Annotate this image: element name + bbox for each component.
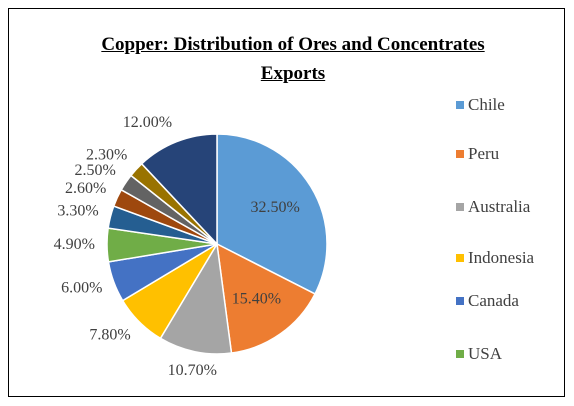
data-label: 10.70%: [168, 362, 217, 379]
legend-swatch: [456, 203, 464, 211]
chart-title: Copper: Distribution of Ores and Concent…: [101, 34, 485, 84]
pie-slice: [216, 242, 317, 354]
pie-slice: [159, 241, 233, 355]
legend-swatch: [456, 101, 464, 109]
legend-swatch: [456, 254, 464, 262]
legend-swatch: [456, 350, 464, 358]
legend-item: USA: [456, 344, 546, 363]
data-label: 3.30%: [57, 203, 98, 220]
legend-label: Indonesia: [468, 248, 535, 267]
data-label: 2.50%: [75, 162, 116, 179]
legend-label: Canada: [468, 291, 519, 310]
legend-label: Peru: [468, 144, 500, 163]
legend-item: Indonesia: [456, 248, 546, 267]
data-label: 12.00%: [123, 114, 172, 131]
pie-slice: [140, 133, 218, 246]
data-label: 15.40%: [232, 290, 281, 307]
legend-swatch: [456, 150, 464, 158]
legend-item: Chile: [456, 95, 546, 114]
data-label: 32.50%: [250, 199, 299, 216]
data-label: 4.90%: [54, 236, 95, 253]
data-label: 6.00%: [61, 279, 102, 296]
legend-label: Chile: [468, 95, 505, 114]
chart-frame: [8, 8, 565, 397]
legend-item: Peru: [456, 144, 546, 163]
legend-item: Australia: [456, 197, 546, 216]
data-label: 7.80%: [89, 327, 130, 344]
legend-swatch: [456, 297, 464, 305]
legend-label: Australia: [468, 197, 531, 216]
data-label: 2.60%: [65, 180, 106, 197]
legend-label: USA: [468, 344, 503, 363]
pie-slice: [216, 133, 328, 295]
data-label: 2.30%: [86, 147, 127, 164]
legend-item: Canada: [456, 291, 546, 310]
